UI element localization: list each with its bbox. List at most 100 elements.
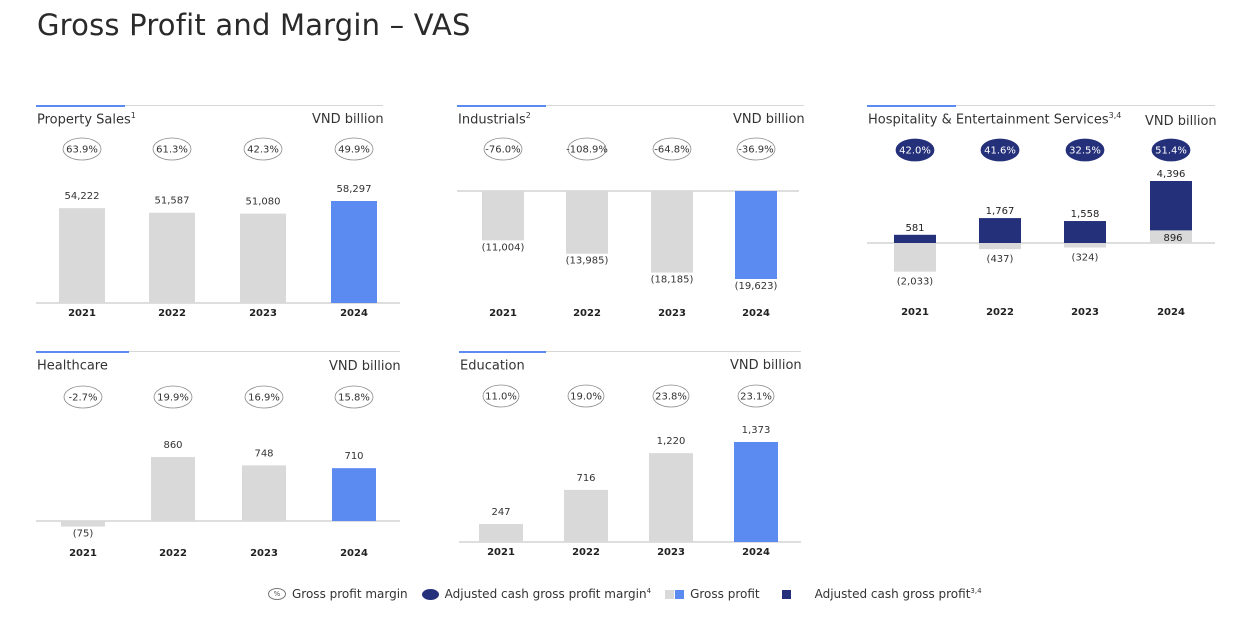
panel-top-line bbox=[459, 351, 801, 352]
margin-label: 51.4% bbox=[1155, 146, 1187, 157]
chart-svg: 11.0% 2021 247 19.0% 2022 716 23.8% 2023 1,220 23… bbox=[459, 384, 801, 558]
margin-label: -2.7% bbox=[68, 393, 97, 404]
margin-label: 42.0% bbox=[899, 146, 931, 157]
x-tick-label: 2023 bbox=[657, 547, 685, 558]
bar-adjusted-cash-gross-profit bbox=[1150, 181, 1192, 231]
panel-accent-line bbox=[867, 105, 956, 107]
data-label: 860 bbox=[163, 440, 182, 451]
data-label: (2,033) bbox=[897, 277, 934, 288]
margin-pill bbox=[1065, 138, 1105, 162]
panel-unit: VND billion bbox=[312, 112, 384, 127]
margin-pill bbox=[736, 137, 776, 161]
margin-label: 61.3% bbox=[156, 145, 188, 156]
margin-label: -76.0% bbox=[485, 145, 520, 156]
bar bbox=[479, 524, 523, 542]
margin-pill bbox=[334, 385, 374, 409]
legend-label: Gross profit bbox=[690, 587, 760, 601]
x-tick-label: 2022 bbox=[572, 547, 600, 558]
margin-label: -108.9% bbox=[566, 145, 608, 156]
x-tick-label: 2024 bbox=[340, 308, 368, 319]
panel-unit: VND billion bbox=[329, 359, 401, 374]
chart-education: Education VND billion 11.0% 2021 247 19.0% 2… bbox=[459, 351, 809, 561]
bar bbox=[59, 208, 105, 303]
data-label: 716 bbox=[576, 473, 595, 484]
margin-pill bbox=[62, 137, 102, 161]
margin-pill bbox=[63, 385, 103, 409]
data-label: 51,080 bbox=[246, 197, 281, 208]
margin-pill bbox=[980, 138, 1020, 162]
margin-label: 15.8% bbox=[338, 393, 370, 404]
panel-accent-line bbox=[36, 105, 125, 107]
panel-title: Industrials2 bbox=[458, 111, 531, 128]
x-tick-label: 2021 bbox=[68, 308, 96, 319]
x-tick-label: 2022 bbox=[159, 548, 187, 559]
x-tick-label: 2021 bbox=[901, 307, 929, 318]
x-tick-label: 2024 bbox=[742, 308, 770, 319]
margin-label: 19.0% bbox=[570, 392, 602, 403]
chart-property-sales: Property Sales1 VND billion 63.9% 2021 54,… bbox=[36, 105, 400, 320]
margin-label: 11.0% bbox=[485, 392, 517, 403]
panel-accent-line bbox=[457, 105, 546, 107]
x-tick-label: 2024 bbox=[742, 547, 770, 558]
bar bbox=[61, 521, 105, 527]
data-label: 581 bbox=[905, 223, 924, 234]
margin-label: 19.9% bbox=[157, 393, 189, 404]
legend-item-adjusted-cash-gross-profit-margin: Adjusted cash gross profit margin4 bbox=[421, 587, 651, 601]
legend-item-gross-profit: Gross profit bbox=[665, 587, 760, 601]
margin-label: 23.1% bbox=[740, 392, 772, 403]
page-title: Gross Profit and Margin – VAS bbox=[37, 8, 471, 42]
x-tick-label: 2024 bbox=[340, 548, 368, 559]
margin-label: -64.8% bbox=[654, 145, 689, 156]
panel-top-line bbox=[457, 105, 804, 106]
panel-top-line bbox=[36, 351, 400, 352]
margin-label: 42.3% bbox=[247, 145, 279, 156]
data-label: 1,558 bbox=[1071, 209, 1100, 220]
bar bbox=[331, 201, 377, 303]
margin-pill bbox=[243, 137, 283, 161]
bar bbox=[649, 453, 693, 542]
x-tick-label: 2022 bbox=[986, 307, 1014, 318]
x-tick-label: 2023 bbox=[249, 308, 277, 319]
panel-accent-line bbox=[36, 351, 129, 353]
x-tick-label: 2021 bbox=[487, 547, 515, 558]
margin-pill bbox=[567, 384, 605, 408]
data-label: (11,004) bbox=[482, 242, 525, 253]
data-label: 247 bbox=[491, 507, 510, 518]
data-label: 54,222 bbox=[65, 191, 100, 202]
chart-svg: -76.0% 2021 (11,004) -108.9% 2022 (13,985) -64… bbox=[457, 137, 799, 319]
bar bbox=[240, 213, 286, 303]
legend-item-gross-profit-margin: % Gross profit margin bbox=[268, 587, 408, 601]
bar bbox=[482, 191, 524, 241]
legend-item-adjusted-cash-gross-profit: Adjusted cash gross profit3,4 bbox=[781, 587, 982, 601]
panel-unit: VND billion bbox=[733, 112, 805, 127]
margin-pill bbox=[483, 137, 523, 161]
data-label: (13,985) bbox=[566, 256, 609, 267]
panel-title: Hospitality & Entertainment Services3,4 bbox=[868, 111, 1122, 128]
navy-swatch-icon bbox=[781, 589, 791, 599]
margin-label: 63.9% bbox=[66, 145, 98, 156]
x-tick-label: 2022 bbox=[158, 308, 186, 319]
panel-unit: VND billion bbox=[1145, 114, 1217, 129]
margin-pill bbox=[1151, 138, 1191, 162]
data-label: 1,220 bbox=[657, 436, 686, 447]
data-label: 51,587 bbox=[155, 196, 190, 207]
bar-gross-profit bbox=[894, 243, 936, 272]
data-label: (75) bbox=[73, 529, 94, 540]
legend-label: Adjusted cash gross profit3,4 bbox=[814, 587, 982, 601]
margin-pill bbox=[737, 384, 775, 408]
panel-title: Healthcare bbox=[37, 358, 108, 374]
bar bbox=[332, 468, 376, 521]
data-label: 748 bbox=[254, 448, 273, 459]
margin-label: 32.5% bbox=[1069, 146, 1101, 157]
data-label: (19,623) bbox=[735, 281, 778, 292]
panel-title: Education bbox=[460, 358, 525, 374]
panel-top-line bbox=[36, 105, 383, 106]
margin-label: 16.9% bbox=[248, 393, 280, 404]
margin-pill bbox=[152, 137, 192, 161]
panel-title: Property Sales1 bbox=[37, 111, 136, 128]
blue-swatch-icon bbox=[675, 589, 685, 599]
bar-adjusted-cash-gross-profit bbox=[979, 218, 1021, 243]
margin-label: 41.6% bbox=[984, 146, 1016, 157]
x-tick-label: 2023 bbox=[658, 308, 686, 319]
gray-blue-swatch-icon bbox=[665, 589, 675, 599]
